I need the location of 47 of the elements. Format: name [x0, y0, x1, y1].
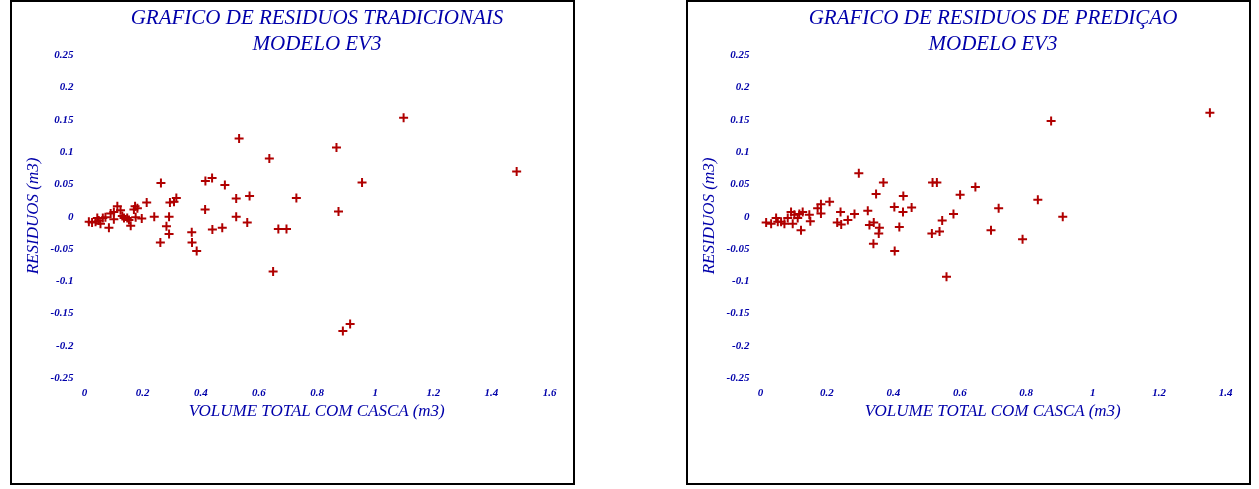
- y-tick-label: -0.25: [726, 371, 750, 383]
- x-tick-label: 0.4: [886, 385, 901, 398]
- x-tick-label: 0.4: [193, 385, 209, 398]
- y-tick-label: 0.15: [54, 112, 74, 125]
- y-tick-label: -0.1: [56, 274, 74, 287]
- x-tick-label: 1: [372, 385, 378, 398]
- y-tick-label: 0.1: [735, 144, 750, 157]
- y-tick-label: 0.2: [59, 80, 74, 93]
- y-axis-title: RESIDUOS (m3): [22, 157, 42, 276]
- y-tick-label: -0.05: [50, 241, 74, 254]
- x-tick-label: 1.2: [1152, 385, 1167, 398]
- y-tick-label: 0.05: [54, 177, 74, 190]
- x-axis-title: VOLUME TOTAL COM CASCA (m3): [188, 400, 446, 420]
- x-tick-label: 1: [1089, 385, 1096, 398]
- y-tick-label: 0: [68, 209, 74, 222]
- x-tick-label: 0: [81, 385, 88, 398]
- x-tick-label: 0.2: [820, 385, 835, 398]
- y-tick-label: 0.05: [730, 177, 750, 190]
- y-tick-label: -0.15: [726, 306, 750, 319]
- x-tick-label: 1.2: [426, 385, 441, 398]
- y-tick-label: -0.2: [56, 338, 74, 351]
- y-tick-label: 0.25: [54, 48, 74, 60]
- chart-subtitle: MODELO EV3: [251, 30, 382, 55]
- y-tick-label: -0.2: [732, 338, 750, 351]
- y-tick-label: 0.1: [59, 144, 74, 157]
- chart-title: GRAFICO DE RESIDUOS TRADICIONAIS: [130, 4, 504, 29]
- y-tick-label: 0.15: [730, 112, 750, 125]
- chart-subtitle: MODELO EV3: [927, 30, 1058, 55]
- x-tick-label: 0.2: [135, 385, 150, 398]
- x-tick-label: 1.4: [484, 385, 499, 398]
- y-axis-title: RESIDUOS (m3): [698, 157, 718, 276]
- x-tick-label: 0.6: [952, 385, 968, 398]
- x-tick-label: 0.6: [252, 385, 267, 398]
- y-tick-label: -0.1: [732, 274, 750, 287]
- y-tick-label: -0.15: [50, 306, 74, 319]
- y-tick-label: 0: [744, 209, 750, 222]
- x-tick-label: 1.6: [542, 385, 557, 398]
- x-tick-label: 1.4: [1218, 385, 1233, 398]
- chart-title: GRAFICO DE RESIDUOS DE PREDIÇAO: [808, 4, 1178, 29]
- x-tick-label: 0.8: [1019, 385, 1034, 398]
- y-tick-label: -0.05: [726, 241, 750, 254]
- y-tick-label: 0.2: [735, 80, 750, 93]
- x-tick-label: 0.8: [310, 385, 325, 398]
- x-axis-title: VOLUME TOTAL COM CASCA (m3): [864, 400, 1122, 420]
- y-tick-label: 0.25: [730, 48, 750, 60]
- x-tick-label: 0: [757, 385, 764, 398]
- y-tick-label: -0.25: [50, 371, 74, 383]
